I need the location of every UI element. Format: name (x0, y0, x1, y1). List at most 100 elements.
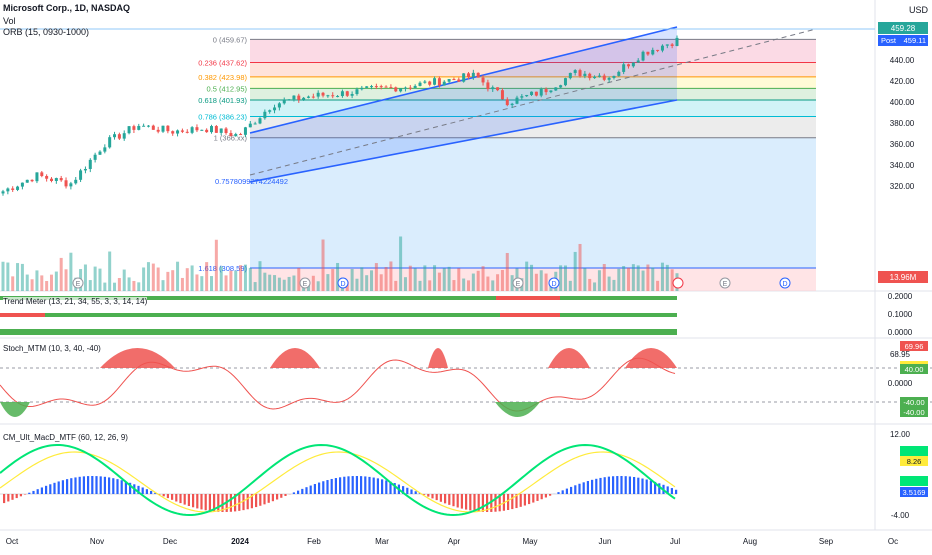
time-tick: Jun (599, 537, 612, 546)
candle-body (225, 129, 228, 134)
candle-body (520, 96, 523, 97)
volume-bar (249, 268, 252, 291)
macd-hist-bar (562, 490, 564, 494)
macd-hist-bar (255, 494, 257, 507)
candle-body (157, 130, 160, 132)
volume-bar (11, 276, 14, 291)
macd-badge-text: 8.26 (907, 457, 922, 466)
candle-body (171, 131, 174, 133)
candle-body (617, 72, 620, 76)
candle-body (666, 44, 669, 45)
volume-bar (84, 264, 87, 291)
macd-hist-bar (406, 488, 408, 494)
macd-hist-bar (339, 477, 341, 494)
candle-body (389, 87, 392, 88)
candle-body (467, 73, 470, 77)
volume-bar (583, 268, 586, 291)
candle-body (482, 78, 485, 83)
volume-bar (181, 278, 184, 291)
candle-body (462, 73, 465, 81)
volume-bar (569, 281, 572, 291)
macd-hist-bar (314, 484, 316, 494)
candle-body (433, 78, 436, 85)
volume-bar (612, 280, 615, 291)
stoch-tick: 0.0000 (888, 379, 913, 388)
candle-body (40, 172, 43, 176)
volume-bar (428, 280, 431, 291)
price-tick: 380.00 (890, 119, 915, 128)
time-tick: 2024 (231, 537, 249, 546)
macd-hist-bar (431, 494, 433, 498)
volume-bar (414, 268, 417, 291)
macd-hist-bar (305, 487, 307, 494)
volume-bar (438, 273, 441, 291)
price-tick: 420.00 (890, 77, 915, 86)
macd-hist-bar (511, 494, 513, 509)
time-tick: Aug (743, 537, 757, 546)
candle-body (65, 180, 68, 186)
trend-meter-tick: 0.0000 (888, 328, 913, 337)
candle-body (355, 89, 358, 94)
volume-bar (419, 281, 422, 291)
candle-body (496, 87, 499, 90)
trend-meter-tick: 0.1000 (888, 310, 913, 319)
candle-body (351, 94, 354, 96)
macd-hist-bar (368, 477, 370, 494)
volume-bar (355, 279, 358, 291)
candle-body (6, 188, 9, 191)
macd-hist-bar (675, 490, 677, 494)
macd-hist-bar (633, 477, 635, 494)
volume-bar (234, 271, 237, 291)
macd-hist-bar (347, 476, 349, 494)
volume-bar (627, 268, 630, 291)
volume-bar (603, 264, 606, 291)
volume-bar (50, 275, 53, 291)
price-tick: 340.00 (890, 161, 915, 170)
volume-bar (433, 265, 436, 291)
candle-body (317, 93, 320, 97)
candle-body (55, 178, 58, 181)
candle-body (234, 134, 237, 136)
macd-hist-bar (444, 494, 446, 503)
candle-body (574, 70, 577, 73)
volume-badge-text: 13.96M (890, 273, 917, 282)
volume-bar (60, 258, 63, 291)
candle-body (268, 110, 271, 112)
macd-hist-bar (293, 492, 295, 494)
candle-body (593, 77, 596, 78)
macd-hist-bar (20, 494, 22, 496)
volume-bar (2, 262, 5, 291)
volume-bar (152, 264, 155, 291)
candle-body (506, 99, 509, 105)
macd-hist-bar (646, 480, 648, 494)
candle-body (457, 79, 460, 81)
volume-bar (40, 275, 43, 291)
macd-hist-bar (179, 494, 181, 503)
fib-label: 0.382 (423.98) (198, 73, 247, 82)
volume-bar (443, 268, 446, 291)
volume-bar (467, 280, 470, 291)
candle-body (26, 180, 29, 183)
candle-body (549, 90, 552, 92)
candle-body (89, 160, 92, 169)
volume-bar (496, 274, 499, 291)
macd-tick: 12.00 (890, 430, 911, 439)
macd-hist-bar (37, 489, 39, 494)
candle-body (297, 96, 300, 100)
candle-body (419, 83, 422, 86)
stoch-overbought-fill (625, 348, 677, 368)
candle-body (530, 92, 533, 95)
time-tick: Oct (6, 537, 19, 546)
volume-bar (55, 272, 58, 291)
macd-hist-bar (150, 491, 152, 494)
volume-bar (21, 264, 24, 291)
macd-hist-bar (671, 488, 673, 494)
candle-body (336, 96, 339, 97)
volume-bar (646, 265, 649, 291)
candle-body (341, 91, 344, 96)
volume-bar (598, 270, 601, 291)
macd-hist-bar (301, 489, 303, 494)
candle-body (448, 79, 451, 82)
